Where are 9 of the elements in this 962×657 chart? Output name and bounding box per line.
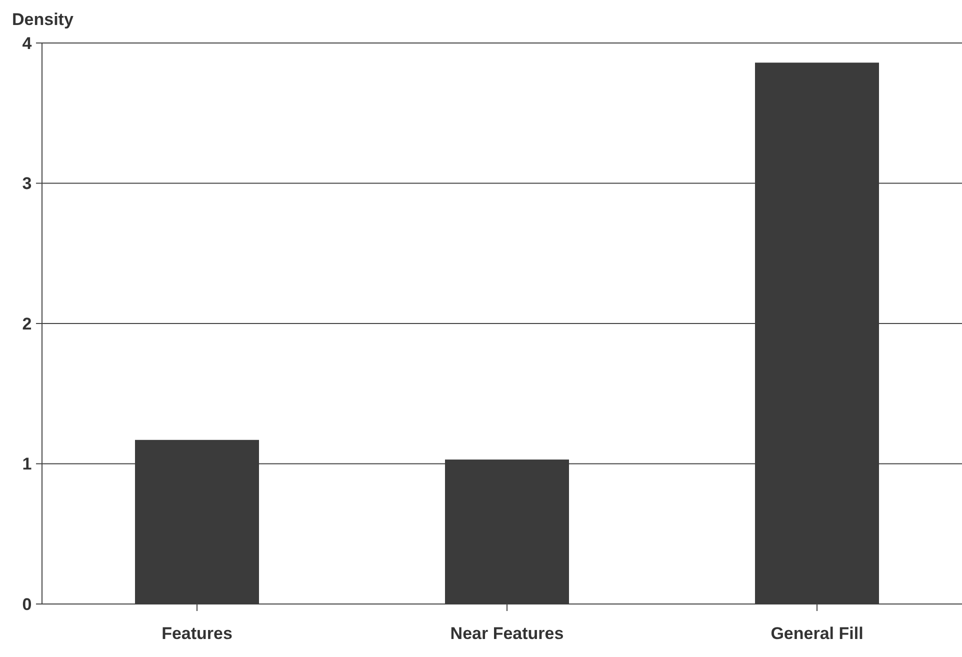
y-tick-label: 1: [22, 454, 32, 474]
x-tick-label: Features: [162, 624, 232, 643]
x-tick-label: General Fill: [770, 624, 864, 643]
y-axis-title: Density: [12, 10, 74, 29]
x-tick-label: Near Features: [450, 624, 564, 643]
y-tick-label: 2: [22, 314, 32, 334]
y-tick-label: 0: [22, 594, 32, 614]
y-tick-label: 3: [22, 174, 32, 194]
y-tick-label: 4: [22, 34, 32, 53]
